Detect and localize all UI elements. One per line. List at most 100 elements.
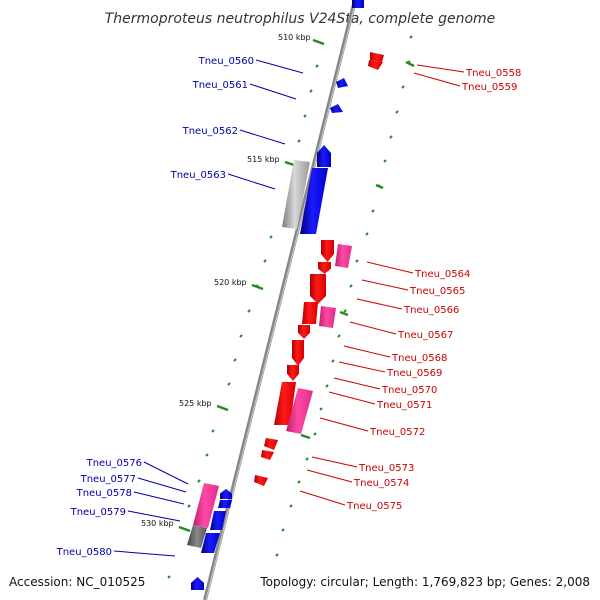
tick-dot [227, 382, 231, 386]
gene-forward-0567 [298, 325, 310, 339]
label-leader-right [343, 345, 391, 358]
gene-label-tneu-0579[interactable]: Tneu_0579 [70, 507, 126, 518]
gene-label-tneu-0573[interactable]: Tneu_0573 [358, 463, 414, 474]
gene-reverse-0560 [336, 78, 348, 88]
label-leader-left [227, 173, 276, 190]
label-lines [113, 59, 465, 557]
tick-dot [401, 85, 405, 89]
tick-dot [337, 334, 341, 338]
label-leader-right [328, 391, 376, 405]
gene-label-tneu-0558[interactable]: Tneu_0558 [465, 68, 521, 79]
gene-reverse-0580 [191, 577, 204, 590]
gene-forward-0574 [261, 450, 274, 460]
label-leader-left [133, 491, 185, 505]
gene-forward-0569 [287, 365, 299, 381]
label-leader-right [306, 469, 353, 483]
gene-label-tneu-0567[interactable]: Tneu_0567 [397, 330, 453, 341]
tick-dot [289, 504, 293, 508]
label-leader-right [338, 361, 386, 373]
genome-summary-text: Topology: circular; Length: 1,769,823 bp… [259, 575, 590, 589]
gene-label-tneu-0575[interactable]: Tneu_0575 [346, 501, 402, 512]
gene-label-tneu-0580[interactable]: Tneu_0580 [56, 547, 112, 558]
gene-label-tneu-0570[interactable]: Tneu_0570 [381, 385, 437, 396]
map-title: Thermoproteus neutrophilus V24Sta, compl… [105, 11, 496, 27]
major-tick [375, 183, 384, 190]
tick-dot [269, 235, 273, 239]
gene-label-tneu-0563[interactable]: Tneu_0563 [170, 170, 226, 181]
gene-label-tneu-0565[interactable]: Tneu_0565 [409, 286, 465, 297]
gene-label-tneu-0561[interactable]: Tneu_0561 [192, 80, 248, 91]
gene-label-tneu-0566[interactable]: Tneu_0566 [403, 305, 459, 316]
label-leader-right [361, 279, 409, 291]
gene-reverse-0562 [317, 145, 331, 167]
tick-dot [297, 139, 301, 143]
kbp-label-510: 510 kbp [278, 33, 311, 42]
kbp-label-525: 525 kbp [179, 399, 212, 408]
gene-forward-0570 [274, 382, 296, 425]
gene-forward-a [321, 240, 334, 262]
gene-reverse-0578 [210, 511, 226, 530]
gene-forward-0565 [310, 274, 326, 304]
gene-label-tneu-0572[interactable]: Tneu_0572 [369, 427, 425, 438]
label-leader-right [311, 456, 358, 468]
gene-forward-0575 [254, 475, 268, 486]
label-leader-left [249, 83, 297, 100]
label-leader-left [127, 510, 181, 522]
gene-label-tneu-0562[interactable]: Tneu_0562 [182, 126, 238, 137]
label-leader-right [416, 64, 465, 73]
gene-forward-0573 [264, 438, 278, 450]
tick-dot [297, 480, 301, 484]
gene-reverse-0579 [201, 533, 220, 553]
tick-dot [349, 284, 353, 288]
label-leader-left [239, 129, 286, 145]
label-leader-left [137, 477, 187, 493]
gene-pseudo-0567 [319, 306, 336, 328]
tick-dot [313, 432, 317, 436]
tick-dot [197, 479, 201, 483]
tick-dot [331, 359, 335, 363]
kbp-label-520: 520 kbp [214, 278, 247, 287]
tick-dot [355, 259, 359, 263]
tick-dot [239, 334, 243, 338]
gene-label-tneu-0569[interactable]: Tneu_0569 [386, 368, 442, 379]
label-leader-right [413, 72, 461, 87]
gene-label-tneu-0571[interactable]: Tneu_0571 [376, 400, 432, 411]
gene-label-tneu-0559[interactable]: Tneu_0559 [461, 82, 517, 93]
tick-dot [315, 64, 319, 68]
tick-dot [319, 407, 323, 411]
gene-label-tneu-0576[interactable]: Tneu_0576 [86, 458, 142, 469]
gene-features [187, 0, 384, 590]
major-tick [216, 404, 229, 412]
tick-dot [187, 504, 191, 508]
tick-dot [389, 135, 393, 139]
gene-pseudo-0571 [286, 388, 313, 434]
gene-label-tneu-0577[interactable]: Tneu_0577 [80, 474, 136, 485]
gene-forward-0558 [370, 52, 384, 62]
tick-dot [409, 35, 413, 39]
gene-label-tneu-0568[interactable]: Tneu_0568 [391, 353, 447, 364]
major-tick [405, 60, 415, 68]
gene-gray-block [282, 160, 310, 229]
label-leader-left [113, 550, 176, 557]
gene-label-tneu-0578[interactable]: Tneu_0578 [76, 488, 132, 499]
label-leader-left [255, 59, 304, 74]
gene-label-tneu-0564[interactable]: Tneu_0564 [414, 269, 470, 280]
tick-dot [263, 259, 267, 263]
genome-backbone [203, 0, 357, 600]
tick-dot [247, 309, 251, 313]
kbp-label-530: 530 kbp [141, 519, 174, 528]
tick-dot [275, 553, 279, 557]
major-tick [312, 38, 325, 46]
label-leader-right [349, 321, 397, 335]
tick-dot [383, 159, 387, 163]
gene-label-tneu-0560[interactable]: Tneu_0560 [198, 56, 254, 67]
tick-dot [305, 457, 309, 461]
tick-dot [233, 358, 237, 362]
gene-pseudo-0564 [335, 244, 352, 268]
tick-dot [343, 309, 347, 313]
tick-dot [325, 384, 329, 388]
gene-reverse-0561 [330, 104, 343, 113]
tick-dot [167, 575, 171, 579]
gene-label-tneu-0574[interactable]: Tneu_0574 [353, 478, 409, 489]
